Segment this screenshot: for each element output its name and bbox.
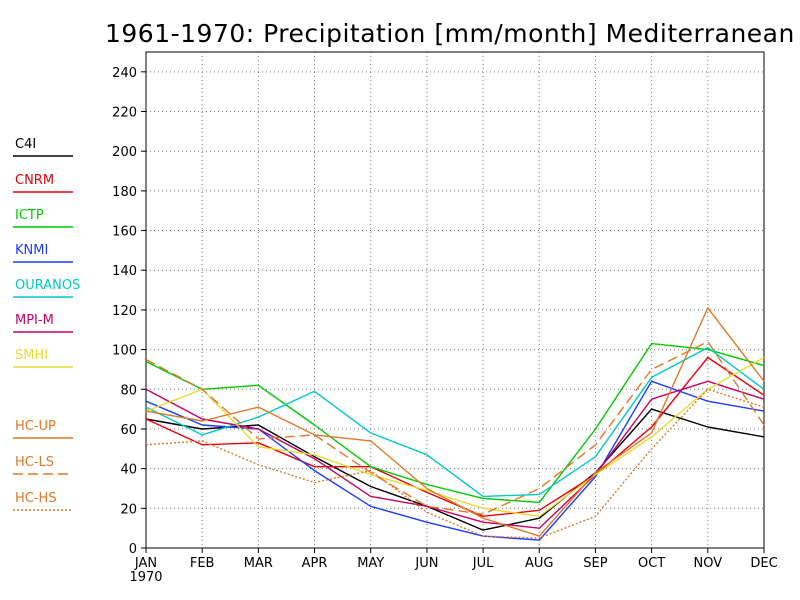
x-year-label: 1970 [129, 570, 162, 585]
series-line-mpi-m [145, 380, 765, 529]
x-tick-label: APR [302, 556, 328, 571]
series-line-cnrm [145, 356, 765, 517]
plot-frame [145, 51, 765, 549]
legend-label-smhi: SMHI [15, 348, 48, 363]
series-line-ouranos [145, 346, 765, 498]
series-line-hc-ls [145, 341, 765, 515]
y-tick-label: 120 [112, 304, 137, 319]
x-tick-label: JUN [414, 556, 438, 571]
y-tick-label: 60 [120, 423, 137, 438]
y-tick-label: 80 [120, 383, 137, 398]
series-line-hc-up [145, 307, 765, 537]
x-tick-label: DEC [750, 556, 777, 571]
y-tick-label: 20 [120, 502, 137, 517]
x-tick-label: MAY [357, 556, 384, 571]
grid-lines [146, 52, 764, 548]
series-lines [145, 307, 765, 541]
x-tick-label: MAR [244, 556, 273, 571]
x-tick-label: SEP [583, 556, 607, 571]
legend: C4I CNRM ICTP KNMI OURANOS MPI-M SMHI HC-UP HC-L… [13, 137, 80, 511]
x-tick-label: JUL [472, 556, 494, 571]
y-tick-label: 0 [129, 542, 137, 557]
legend-label-c4i: C4I [15, 137, 36, 152]
x-tick-label: OCT [638, 556, 665, 571]
legend-label-hc-up: HC-UP [15, 419, 56, 434]
chart-title: 1961-1970: Precipitation [mm/month] Medi… [105, 19, 800, 48]
y-tick-label: 100 [112, 344, 137, 359]
series-line-ictp [145, 342, 765, 504]
y-tick-label: 220 [112, 106, 137, 121]
x-tick-label: NOV [694, 556, 723, 571]
series-line-knmi [145, 380, 765, 541]
legend-label-hc-ls: HC-LS [15, 455, 54, 470]
legend-label-cnrm: CNRM [15, 173, 54, 188]
y-tick-label: 240 [112, 66, 137, 81]
legend-label-ictp: ICTP [15, 208, 44, 223]
x-tick-label: AUG [525, 556, 553, 571]
legend-label-ouranos: OURANOS [15, 278, 80, 293]
y-tick-label: 40 [120, 463, 137, 478]
legend-label-mpi-m: MPI-M [15, 313, 54, 328]
y-tick-label: 180 [112, 185, 137, 200]
y-tick-label: 140 [112, 264, 137, 279]
x-tick-label: FEB [190, 556, 215, 571]
series-line-smhi [145, 356, 765, 517]
y-tick-label: 200 [112, 145, 137, 160]
legend-label-hc-hs: HC-HS [15, 491, 57, 506]
legend-label-knmi: KNMI [15, 243, 48, 258]
axis-ticks: 0 20 40 60 80 100 120 140 160 180 200 220 240 JAN FEB M… [112, 66, 777, 585]
x-tick-label: JAN [134, 556, 157, 571]
y-tick-label: 160 [112, 225, 137, 240]
